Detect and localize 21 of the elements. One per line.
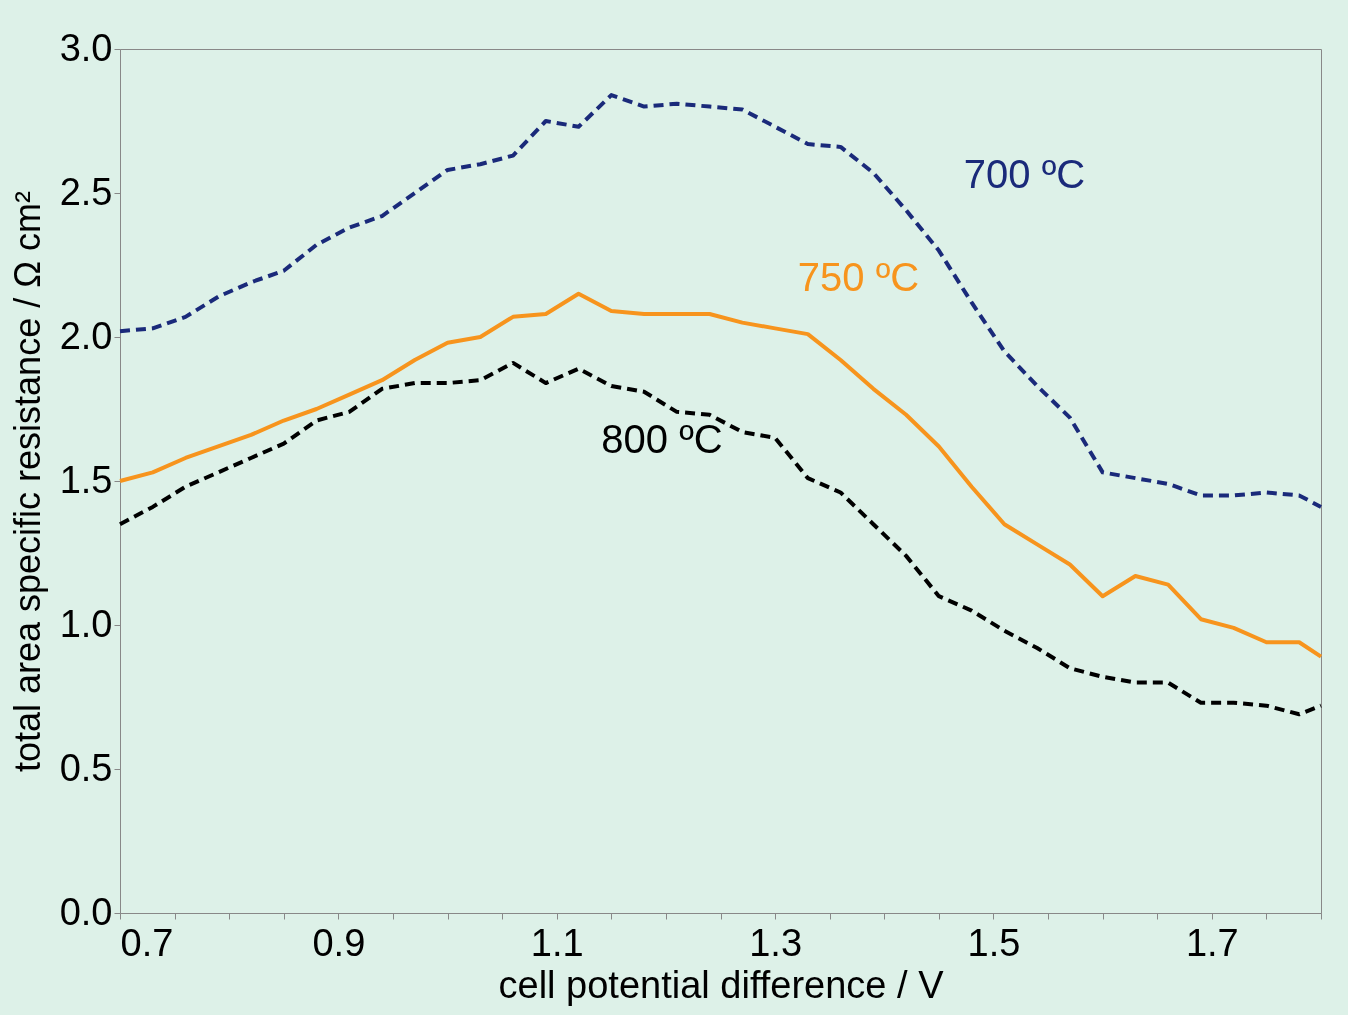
y-tick-label: 2.5 [59,170,113,213]
x-tick-label: 1.7 [1185,921,1239,964]
x-tick-label: 0.7 [120,921,174,964]
y-tick-label: 3.0 [59,26,113,69]
x-tick-label: 1.5 [967,921,1021,964]
y-tick-label: 2.0 [59,314,113,357]
x-tick-label: 1.1 [530,921,584,964]
line-series [118,93,1323,509]
y-tick-label: 0.5 [59,746,113,789]
y-tick-label: 1.0 [59,602,113,645]
series-label: 700 ºC [963,151,1086,196]
y-tick-label: 0.0 [59,890,113,933]
series-label: 750 ºC [797,255,920,300]
line-series [118,291,1323,659]
x-tick-label: 1.3 [749,921,802,964]
x-tick-label: 0.9 [312,921,366,964]
series-label: 800 ºC [601,416,723,461]
y-tick-label: 1.5 [59,458,113,501]
x-axis-title: cell potential difference / V [498,963,945,1006]
line-series [118,360,1323,717]
y-axis-title: total area specific resistance / Ω cm² [6,190,48,773]
